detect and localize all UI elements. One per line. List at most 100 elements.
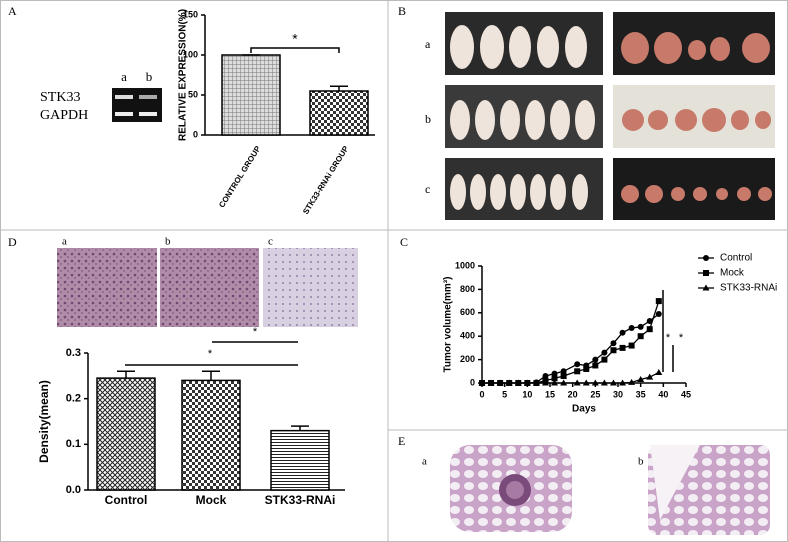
y-tick-label: 150 (183, 9, 198, 19)
lane-label: b (146, 69, 153, 84)
marker (610, 347, 617, 354)
annotation: * (666, 332, 671, 344)
panel-label: D (8, 235, 17, 249)
marker (560, 379, 568, 386)
marker (628, 325, 635, 332)
panel-label: A (8, 4, 17, 18)
y-tick-label: 600 (460, 307, 475, 317)
marker (655, 368, 663, 375)
marker (551, 379, 559, 386)
marker (551, 370, 558, 377)
marker (601, 349, 608, 356)
y-tick-label: 0.1 (66, 438, 81, 450)
histology: a b c (57, 236, 358, 327)
y-tick-label: 1000 (455, 260, 475, 270)
bar (270, 429, 330, 491)
image-label: a (422, 456, 427, 468)
x-tick-label: 20 (568, 389, 578, 399)
marker (655, 310, 662, 317)
marker (573, 379, 581, 386)
error-bar (330, 85, 348, 91)
panel-labels: A B C D E (8, 4, 408, 448)
y-axis-label: Density(mean) (37, 380, 51, 463)
error-bar (202, 370, 220, 381)
y-tick-label: 100 (183, 49, 198, 59)
y-tick-label: 50 (188, 89, 198, 99)
marker (619, 379, 627, 386)
panel-label: B (398, 4, 406, 18)
marker (600, 379, 608, 386)
x-tick-label: 10 (522, 389, 532, 399)
marker (532, 379, 540, 386)
annotation: * (292, 31, 298, 47)
legend-marker (703, 255, 709, 261)
marker (619, 344, 626, 351)
x-tick-label: 5 (502, 389, 507, 399)
image-label: b (638, 456, 644, 468)
marker (592, 362, 599, 369)
marker (637, 333, 644, 340)
y-tick-label: 0 (470, 377, 475, 387)
marker (609, 379, 617, 386)
marker (574, 361, 581, 368)
marker (655, 298, 662, 305)
marker (505, 379, 513, 386)
bar (181, 379, 241, 491)
x-axis-label: Days (572, 404, 596, 415)
marker (478, 379, 486, 386)
marker (551, 375, 558, 382)
legend-label: STK33-RNAi (720, 283, 777, 294)
marker (514, 379, 522, 386)
marker (619, 329, 626, 336)
bar (96, 377, 156, 491)
marker (637, 375, 645, 382)
marker (628, 342, 635, 349)
marker (560, 368, 567, 375)
x-tick-label: Control (105, 493, 148, 507)
y-axis-label: RELATIVE EXPRESSION(%) (178, 9, 189, 141)
error-bar (117, 370, 135, 379)
bar (221, 54, 281, 136)
marker (628, 378, 636, 385)
gel: a b STK33 GAPDH (40, 69, 162, 123)
x-tick-label: STK33-RNAi (265, 493, 336, 507)
row-label: c (425, 182, 430, 196)
marker (637, 323, 644, 330)
image-label: c (268, 236, 273, 248)
x-tick-label: 35 (636, 389, 646, 399)
marker (592, 356, 599, 363)
y-tick-label: 400 (460, 331, 475, 341)
legend-marker (703, 270, 709, 276)
annotation: * (208, 348, 213, 360)
x-tick-label: 45 (681, 389, 691, 399)
y-tick-label: 0 (193, 129, 198, 139)
marker (541, 379, 549, 386)
significance-bracket (250, 47, 340, 53)
x-tick-label: 25 (590, 389, 600, 399)
marker (646, 373, 654, 380)
x-tick-label: Mock (196, 493, 227, 507)
row-label: b (425, 112, 431, 126)
marker (487, 379, 495, 386)
image-label: a (62, 236, 67, 248)
gel-row-label: GAPDH (40, 108, 88, 123)
x-tick-label: 15 (545, 389, 555, 399)
marker (523, 379, 531, 386)
gel-row-label: STK33 (40, 90, 80, 105)
x-tick-label: 0 (479, 389, 484, 399)
marker (591, 379, 599, 386)
legend-label: Control (720, 253, 752, 264)
mouse-photos: a b c (425, 12, 775, 220)
lane-label: a (121, 69, 127, 84)
y-tick-label: 800 (460, 284, 475, 294)
error-bar (291, 425, 309, 431)
marker (496, 379, 504, 386)
marker (583, 365, 590, 372)
y-tick-label: 0.2 (66, 393, 81, 405)
marker (574, 368, 581, 375)
panel-label: C (400, 235, 408, 249)
marker (601, 356, 608, 363)
row-label: a (425, 37, 431, 51)
y-axis-label: Tumor volume(mm³) (443, 277, 454, 373)
